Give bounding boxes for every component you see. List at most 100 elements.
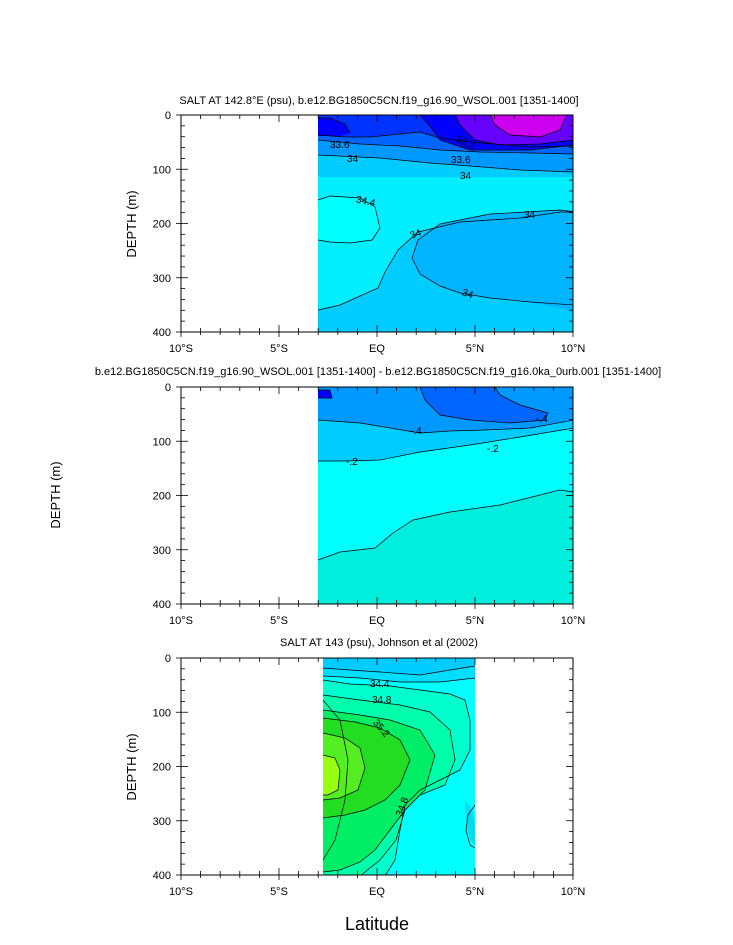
x-tick-label: 5°S (270, 615, 288, 627)
y-tick-label: 0 (165, 110, 171, 122)
panel-1-contour-line (317, 154, 573, 173)
panel-3-tick-labels: 10°S 5°S EQ 5°N 10°N 0 100 200 300 400 (153, 653, 586, 898)
y-tick-label: 0 (165, 653, 171, 665)
panel-1-contour-label: 34.4 (355, 194, 377, 209)
y-tick-label: 200 (153, 491, 171, 503)
panel-3: SALT AT 143 (psu), Johnson et al (2002) (153, 637, 586, 898)
panel-2-ylabel: DEPTH (m) (48, 461, 63, 528)
panel-1-contour-line (454, 115, 573, 146)
panel-3-contours (322, 665, 476, 875)
y-tick-label: 400 (153, 870, 171, 882)
panel-2-title: b.e12.BG1850C5CN.f19_g16.90_WSOL.001 [13… (95, 366, 661, 378)
x-tick-label: 10°S (169, 615, 193, 627)
panel-3-contour-label: 34.4 (370, 679, 390, 690)
panel-2-contours (317, 387, 573, 561)
y-tick-label: 400 (153, 599, 171, 611)
panel-1-contour-line (317, 211, 573, 311)
panel-1-region-deep (412, 210, 573, 313)
y-tick-label: 0 (165, 382, 171, 394)
panel-3-ticks (176, 657, 574, 880)
panel-2-contour-label: -.2 (487, 444, 499, 455)
panel-3-contour-label: 34.8 (372, 695, 392, 706)
panel-2-fill (318, 387, 573, 604)
x-tick-label: 5°N (466, 343, 485, 355)
x-tick-label: EQ (369, 886, 385, 898)
x-tick-label: 10°S (169, 343, 193, 355)
panel-2-region-zero (318, 490, 573, 604)
panel-1-ylabel: DEPTH (m) (124, 190, 139, 257)
panel-1-contour-label: 34 (460, 171, 472, 182)
panel-3-contour-line (322, 665, 476, 676)
panel-1-region-33-0 (490, 115, 565, 137)
x-tick-label: 5°N (466, 886, 485, 898)
panel-1-contour-line (317, 139, 573, 155)
panel-2-contour-line (318, 427, 573, 462)
panel-1-contour-label: 34 (524, 210, 536, 221)
panel-1-contour-label: 34 (409, 227, 424, 241)
x-tick-label: 5°N (466, 615, 485, 627)
panel-1-contour-line (419, 115, 573, 151)
panel-1-contour-line (411, 209, 573, 306)
y-tick-label: 300 (153, 545, 171, 557)
panel-1-ticks (176, 114, 574, 337)
panel-3-ylabel: DEPTH (m) (124, 733, 139, 800)
y-tick-label: 100 (153, 707, 171, 719)
panel-2-contour-line (419, 387, 549, 424)
x-tick-label: 10°N (561, 343, 586, 355)
panel-1-contour-labels: 33.2 33.6 34 33.6 34 34.4 34 34 34 (330, 134, 536, 301)
panel-3-contour-line (322, 717, 411, 819)
panel-2-region-minus5 (318, 390, 332, 398)
panel-2-contour-labels: -.4 -.4 -.2 -.2 (346, 414, 548, 468)
panel-1-title: SALT AT 142.8°E (psu), b.e12.BG1850C5CN.… (179, 95, 578, 107)
panel-3-contour-line (322, 694, 456, 875)
panel-3-fill (323, 658, 475, 875)
x-tick-label: EQ (369, 615, 385, 627)
panel-1-fill (318, 115, 573, 332)
panel-3-contour-line (322, 699, 349, 861)
panel-3-region-right-edge (465, 800, 475, 845)
x-tick-label: 5°S (270, 886, 288, 898)
panel-2-contour-line (318, 389, 333, 399)
panel-1-contour-label: 33.6 (451, 155, 471, 166)
panel-2: b.e12.BG1850C5CN.f19_g16.90_WSOL.001 [13… (95, 366, 661, 627)
panel-2-contour-label: -.4 (536, 414, 548, 425)
panel-3-contour-line (322, 754, 341, 796)
panel-1-tick-labels: 10°S 5°S EQ 5°N 10°N 0 100 200 300 400 (153, 110, 586, 355)
panel-1-contour-line (317, 131, 573, 148)
panel-2-contour-line (317, 419, 573, 434)
panel-2-ticks (176, 386, 574, 609)
y-tick-label: 100 (153, 436, 171, 448)
panel-1-contour-line (489, 115, 566, 138)
panel-3-contour-line (322, 709, 436, 873)
panel-1-contour-label: 34 (347, 154, 359, 165)
panel-3-contour-line (465, 804, 476, 849)
x-axis-label: Latitude (345, 914, 409, 934)
y-tick-label: 200 (153, 219, 171, 231)
x-tick-label: 10°N (561, 615, 586, 627)
y-tick-label: 300 (153, 816, 171, 828)
panel-3-region-35-6 (323, 755, 340, 795)
panel-2-contour-label: -.2 (346, 457, 358, 468)
panel-2-region-minus4 (420, 387, 548, 423)
x-tick-label: 5°S (270, 343, 288, 355)
panel-1-region-light (318, 177, 573, 310)
x-tick-label: EQ (369, 343, 385, 355)
panel-1-contour-line (317, 195, 381, 244)
panel-3-contour-line (322, 732, 366, 801)
x-tick-label: 10°S (169, 886, 193, 898)
y-tick-label: 400 (153, 327, 171, 339)
panel-1: SALT AT 142.8°E (psu), b.e12.BG1850C5CN.… (153, 95, 586, 355)
panel-2-contour-label: -.4 (410, 426, 422, 437)
panel-1-contours (317, 115, 573, 311)
panel-2-tick-labels: 10°S 5°S EQ 5°N 10°N 0 100 200 300 400 (153, 382, 586, 627)
panel-3-title: SALT AT 143 (psu), Johnson et al (2002) (280, 637, 478, 649)
y-tick-label: 300 (153, 273, 171, 285)
panel-2-contour-line (317, 489, 573, 561)
panel-3-region-top (323, 658, 475, 675)
x-tick-label: 10°N (561, 886, 586, 898)
panel-1-contour-label: 34 (460, 287, 474, 301)
panel-1-contour-line (318, 117, 351, 134)
y-tick-label: 200 (153, 762, 171, 774)
panel-3-contour-line (322, 675, 476, 683)
